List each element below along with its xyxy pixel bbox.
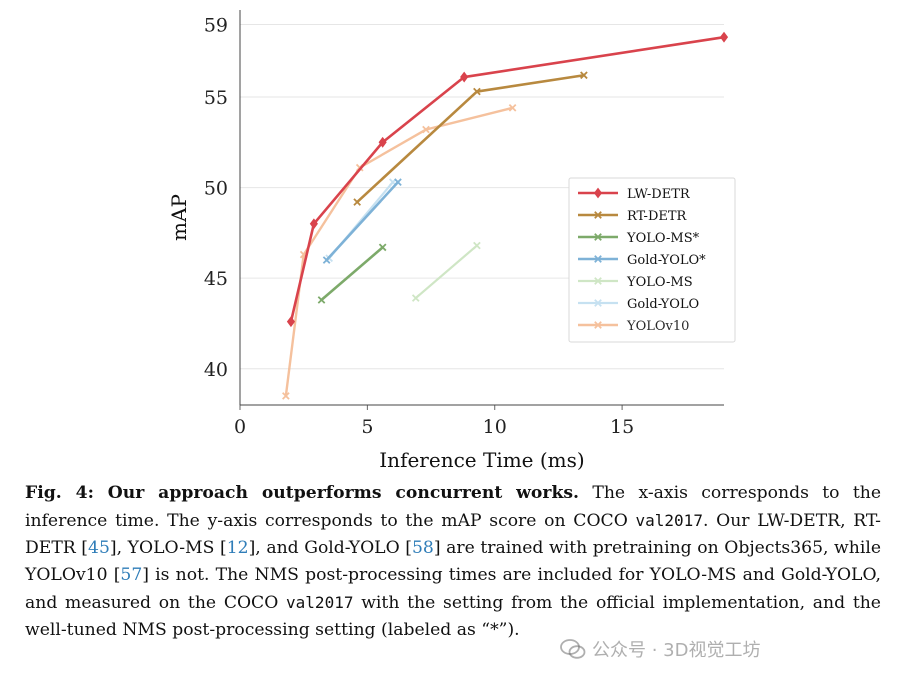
legend-marker bbox=[594, 277, 602, 285]
data-point bbox=[309, 218, 318, 230]
y-tick-label: 55 bbox=[204, 87, 228, 109]
figure-caption: Fig. 4: Our approach outperforms concurr… bbox=[25, 480, 881, 644]
citation-link[interactable]: 12 bbox=[226, 538, 249, 558]
legend-label: Gold-YOLO bbox=[627, 297, 699, 312]
legend-item: RT-DETR bbox=[578, 209, 688, 224]
series-line bbox=[284, 106, 514, 398]
chart: 40 45 50 55 59 0 5 10 15 Inference Time (ms) mAP L… bbox=[167, 10, 736, 470]
data-point bbox=[378, 243, 387, 252]
y-tick-label: 45 bbox=[204, 268, 228, 290]
x-tick-label: 10 bbox=[483, 416, 507, 438]
y-tick-label: 40 bbox=[204, 359, 228, 381]
series-line bbox=[325, 180, 400, 262]
legend-item: YOLOv10 bbox=[578, 319, 689, 334]
caption-text: ], and Gold-YOLO [ bbox=[248, 538, 412, 558]
caption-text: The x-axis corresponds to the inference … bbox=[25, 483, 881, 531]
y-axis-title: mAP bbox=[167, 194, 191, 241]
x-axis-title: Inference Time (ms) bbox=[379, 448, 584, 470]
citation-link[interactable]: 57 bbox=[120, 565, 143, 585]
citation-link[interactable]: 45 bbox=[88, 538, 110, 558]
caption-dataset-split: val2017 bbox=[635, 511, 703, 530]
watermark-text: 公众号 · 3D视觉工坊 bbox=[592, 640, 761, 661]
caption-text: ], YOLO-MS [ bbox=[109, 538, 227, 558]
data-point bbox=[317, 296, 326, 304]
legend-item: Gold-YOLO bbox=[578, 297, 699, 312]
data-point bbox=[460, 71, 469, 83]
legend-item: YOLO-MS bbox=[578, 275, 693, 290]
legend-label: YOLOv10 bbox=[626, 319, 689, 334]
caption-text: ] is not. The NMS post-processing times … bbox=[25, 565, 881, 613]
wechat-icon bbox=[560, 639, 586, 659]
legend-frame bbox=[568, 177, 736, 343]
citation-link[interactable]: 58 bbox=[411, 538, 434, 558]
series-lw-detr bbox=[286, 31, 729, 328]
caption-text: . Our LW-DETR, RT-DETR [ bbox=[25, 511, 881, 558]
legend-item: LW-DETR bbox=[578, 187, 691, 202]
legend: LW-DETR RT-DETR YOLO-MS* Gold-YOLO* YOLO-MS G… bbox=[568, 177, 736, 343]
data-point bbox=[353, 198, 362, 206]
data-point bbox=[282, 392, 290, 400]
data-point bbox=[508, 104, 517, 112]
legend-marker bbox=[594, 321, 602, 329]
data-point bbox=[394, 178, 402, 186]
data-point bbox=[473, 87, 481, 96]
caption-dataset-split: val2017 bbox=[286, 593, 354, 612]
legend-label: YOLO-MS* bbox=[626, 231, 700, 246]
legend-label: LW-DETR bbox=[627, 187, 691, 202]
data-point bbox=[322, 256, 331, 264]
data-point bbox=[719, 31, 729, 43]
legend-label: Gold-YOLO* bbox=[627, 253, 706, 268]
data-point bbox=[378, 136, 387, 148]
series-yolo-ms- bbox=[317, 243, 387, 304]
x-tick-label: 0 bbox=[234, 416, 246, 438]
series-line bbox=[414, 244, 479, 300]
data-point bbox=[286, 316, 296, 328]
series-line bbox=[320, 246, 384, 302]
y-tick-label: 50 bbox=[204, 178, 228, 200]
legend-marker bbox=[594, 299, 602, 307]
legend-marker bbox=[594, 233, 602, 241]
watermark: 公众号 · 3D视觉工坊 bbox=[560, 636, 760, 662]
legend-marker bbox=[594, 255, 602, 263]
series-rt-detr bbox=[353, 71, 588, 206]
legend-label: YOLO-MS bbox=[626, 275, 693, 290]
x-tick-label: 5 bbox=[361, 416, 373, 438]
series-gold-yolo- bbox=[322, 178, 402, 264]
legend-item: YOLO-MS* bbox=[578, 231, 700, 246]
series-yolov10 bbox=[282, 104, 517, 400]
data-point bbox=[422, 125, 430, 134]
legend-item: Gold-YOLO* bbox=[578, 253, 706, 268]
series-yolo-ms bbox=[411, 241, 481, 302]
data-point bbox=[473, 241, 481, 250]
x-tick-label: 15 bbox=[610, 416, 634, 438]
legend-marker bbox=[594, 211, 602, 219]
legend-marker bbox=[593, 187, 603, 199]
caption-label: Fig. 4: Our approach outperforms concurr… bbox=[25, 483, 580, 503]
caption-text: ] are trained with pretraining on Object… bbox=[25, 538, 881, 585]
data-point bbox=[411, 294, 420, 302]
y-tick-label: 59 bbox=[204, 14, 228, 36]
legend-label: RT-DETR bbox=[627, 209, 688, 224]
data-point bbox=[580, 71, 588, 80]
caption-text: with the setting from the official imple… bbox=[25, 593, 881, 640]
figure: 40 45 50 55 59 0 5 10 15 Inference Time (ms) mAP L… bbox=[167, 10, 736, 470]
